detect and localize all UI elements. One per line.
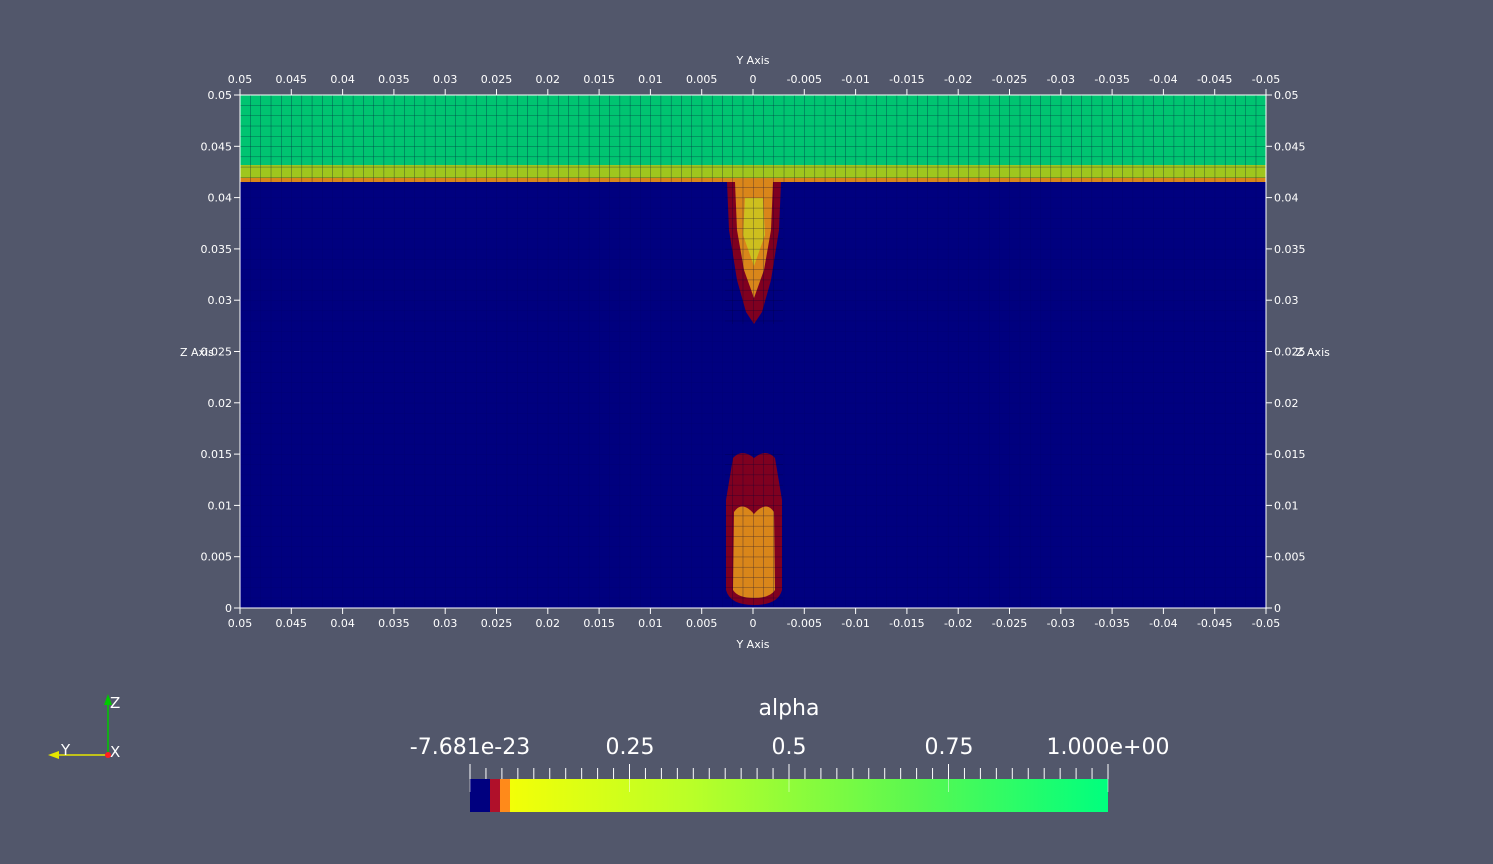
x-axis-title-top: Y Axis: [735, 54, 769, 67]
x-tick-label-bottom: -0.02: [944, 617, 972, 630]
x-tick-label-bottom: -0.03: [1047, 617, 1075, 630]
x-tick-label-top: 0.01: [638, 73, 663, 86]
x-tick-label-bottom: 0.035: [378, 617, 410, 630]
z-arrow-icon: [104, 694, 112, 705]
x-tick-label-top: 0.05: [228, 73, 253, 86]
y-tick-label-left: 0.02: [208, 397, 233, 410]
y-tick-label-left: 0.015: [201, 448, 233, 461]
x-tick-label-bottom: 0.05: [228, 617, 253, 630]
y-tick-label-left: 0: [225, 602, 232, 615]
x-tick-label-bottom: 0.005: [686, 617, 718, 630]
colorbar-label-05: 0.5: [772, 735, 807, 760]
orientation-x-label: X: [110, 743, 120, 761]
x-tick-label-top: -0.03: [1047, 73, 1075, 86]
x-tick-label-top: -0.04: [1149, 73, 1177, 86]
colorbar-band-mid: [500, 779, 510, 812]
x-tick-label-top: 0.04: [330, 73, 355, 86]
x-tick-label-top: 0.015: [583, 73, 615, 86]
y-axis-title-right: Z Axis: [1296, 346, 1330, 359]
y-ticks-right: 0 0.005 0.01 0.015 0.02 0.025 0.03 0.035 0.04 0.0…: [1266, 89, 1306, 615]
y-tick-label-right: 0.035: [1274, 243, 1306, 256]
y-tick-label-right: 0.03: [1274, 294, 1299, 307]
y-tick-label-right: 0.025: [1274, 346, 1306, 359]
x-tick-label-bottom: -0.035: [1094, 617, 1129, 630]
x-tick-label-bottom: 0.045: [276, 617, 308, 630]
y-tick-label-left: 0.04: [208, 192, 233, 205]
x-tick-label-top: 0.03: [433, 73, 458, 86]
mesh-lines-top: [240, 95, 1266, 182]
x-tick-label-top: -0.01: [841, 73, 869, 86]
x-tick-label-top: 0.02: [536, 73, 561, 86]
alpha-field: [240, 95, 1266, 608]
orientation-y-label: Y: [60, 741, 71, 759]
colorbar-band-gas: [470, 779, 490, 812]
x-tick-label-top: -0.015: [889, 73, 924, 86]
x-tick-label-top: -0.045: [1197, 73, 1232, 86]
x-tick-label-bottom: 0.025: [481, 617, 513, 630]
x-tick-label-bottom: -0.01: [841, 617, 869, 630]
x-tick-label-top: 0.035: [378, 73, 410, 86]
x-tick-label-top: 0.025: [481, 73, 513, 86]
y-arrow-icon: [48, 751, 59, 759]
x-axis-title-bottom: Y Axis: [735, 638, 769, 651]
x-tick-label-top: 0: [750, 73, 757, 86]
colorbar-ticks: [469, 764, 1109, 792]
y-tick-label-left: 0.045: [201, 140, 233, 153]
color-legend[interactable]: alpha -7.681e-23 0.25 0.5 0.75 1.000e+00: [410, 696, 1170, 812]
y-tick-label-right: 0.02: [1274, 397, 1299, 410]
y-tick-label-right: 0.005: [1274, 551, 1306, 564]
colorbar-label-max: 1.000e+00: [1047, 735, 1170, 760]
orientation-z-label: Z: [110, 694, 120, 712]
x-tick-label-bottom: 0.02: [536, 617, 561, 630]
x-ticks-top: 0.05 0.045 0.04 0.035 0.03 0.025 0.02 0.015 0.01…: [228, 73, 1280, 95]
colorbar-label-075: 0.75: [925, 735, 974, 760]
y-tick-label-left: 0.025: [201, 346, 233, 359]
x-tick-label-top: 0.045: [276, 73, 308, 86]
y-ticks-left: 0 0.005 0.01 0.015 0.02 0.025 0.03 0.035 0.04 0.0…: [201, 89, 240, 615]
mesh-lines-jet-lower: [725, 450, 783, 606]
y-tick-label-right: 0.01: [1274, 499, 1299, 512]
y-tick-label-right: 0: [1274, 602, 1281, 615]
x-tick-label-top: -0.005: [787, 73, 822, 86]
x-tick-label-bottom: -0.045: [1197, 617, 1232, 630]
y-tick-label-left: 0.005: [201, 551, 233, 564]
x-tick-label-top: -0.05: [1252, 73, 1280, 86]
colorbar-title: alpha: [759, 696, 820, 721]
y-tick-label-right: 0.045: [1274, 140, 1306, 153]
x-tick-label-bottom: 0.015: [583, 617, 615, 630]
x-tick-label-bottom: -0.015: [889, 617, 924, 630]
mesh-lines-jet-upper: [725, 182, 783, 324]
x-tick-label-top: 0.005: [686, 73, 718, 86]
x-tick-label-top: -0.035: [1094, 73, 1129, 86]
x-tick-label-top: -0.02: [944, 73, 972, 86]
x-tick-label-bottom: 0: [750, 617, 757, 630]
colorbar-label-min: -7.681e-23: [410, 735, 530, 760]
x-tick-label-bottom: 0.04: [330, 617, 355, 630]
x-tick-label-bottom: -0.05: [1252, 617, 1280, 630]
x-ticks-bottom: 0.05 0.045 0.04 0.035 0.03 0.025 0.02 0.015 0.01…: [228, 608, 1280, 630]
x-arrow-icon: [105, 752, 111, 758]
y-tick-label-left: 0.035: [201, 243, 233, 256]
orientation-axes: Z Y X: [48, 694, 120, 761]
x-tick-label-bottom: -0.04: [1149, 617, 1177, 630]
y-tick-label-left: 0.03: [208, 294, 233, 307]
y-axis-title-left: Z Axis: [180, 346, 214, 359]
y-tick-label-right: 0.05: [1274, 89, 1299, 102]
x-tick-label-bottom: -0.025: [992, 617, 1027, 630]
colorbar-label-025: 0.25: [606, 735, 655, 760]
x-tick-label-bottom: 0.01: [638, 617, 663, 630]
x-tick-label-bottom: -0.005: [787, 617, 822, 630]
colorbar-band-low: [490, 779, 500, 812]
y-tick-label-right: 0.015: [1274, 448, 1306, 461]
x-tick-label-bottom: 0.03: [433, 617, 458, 630]
x-tick-label-top: -0.025: [992, 73, 1027, 86]
y-tick-label-left: 0.01: [208, 499, 233, 512]
y-tick-label-right: 0.04: [1274, 192, 1299, 205]
y-tick-label-left: 0.05: [208, 89, 233, 102]
